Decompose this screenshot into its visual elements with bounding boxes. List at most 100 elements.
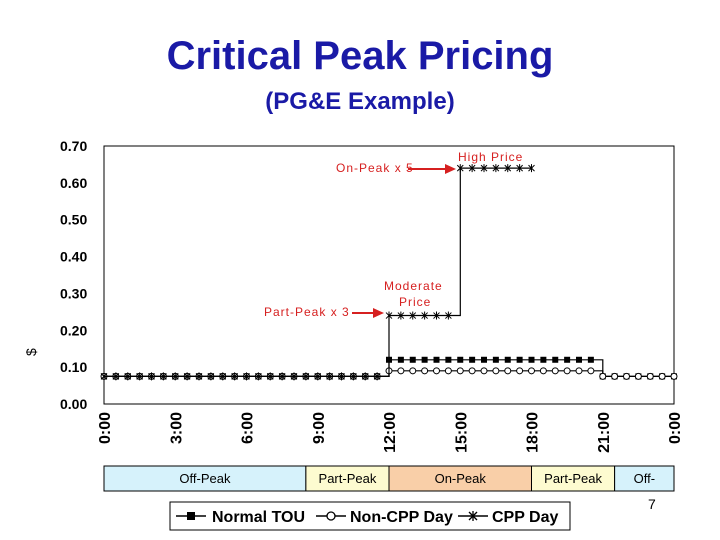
- x-tick-label: 15:00: [453, 412, 470, 453]
- marker-cpp-day: [326, 372, 333, 381]
- period-band: [614, 465, 675, 492]
- period-band: [103, 465, 307, 492]
- marker-cpp-day: [255, 372, 262, 381]
- marker-cpp-day: [290, 372, 298, 381]
- period-band-label: Part-Peak: [319, 471, 377, 486]
- x-tick-label: 6:00: [240, 412, 257, 444]
- marker-non-cpp-day: [421, 367, 429, 375]
- marker-non-cpp-day: [658, 372, 666, 380]
- marker-cpp-day: [338, 372, 345, 381]
- marker-non-cpp-day: [433, 367, 440, 375]
- marker-non-cpp-day: [563, 367, 571, 375]
- y-axis-label: $: [23, 348, 39, 356]
- legend-label-normal-tou: Normal TOU: [212, 509, 305, 526]
- legend-label-non-cpp: Non-CPP Day: [350, 509, 453, 526]
- slide-subtitle: (PG&E Example): [265, 88, 455, 115]
- marker-normal-tou: [481, 356, 487, 363]
- page-number: 7: [648, 496, 656, 512]
- y-tick-label: 0.50: [60, 212, 87, 228]
- marker-normal-tou: [564, 356, 571, 363]
- marker-non-cpp-day: [468, 367, 476, 375]
- arrow-on-peak-head: [445, 164, 456, 174]
- y-tick-label: 0.10: [60, 359, 87, 375]
- x-tick-label: 0:00: [667, 412, 684, 444]
- y-tick-label: 0.40: [60, 249, 87, 265]
- x-tick-label: 18:00: [525, 412, 542, 453]
- legend-marker-cpp: [468, 511, 478, 521]
- marker-normal-tou: [587, 356, 594, 363]
- marker-cpp-day: [278, 372, 286, 381]
- x-axis-ticks: 0:00 3:00 6:00 9:00 12:00 15:00 18:00 21:00 0:00: [97, 412, 684, 453]
- marker-non-cpp-day: [504, 367, 512, 375]
- y-tick-label: 0.30: [60, 285, 87, 301]
- marker-non-cpp-day: [623, 372, 630, 380]
- marker-non-cpp-day: [539, 367, 547, 375]
- marker-non-cpp-day: [575, 367, 583, 375]
- marker-non-cpp-day: [456, 367, 464, 375]
- legend-marker-normal-tou: [187, 512, 195, 520]
- marker-cpp-day: [433, 311, 440, 320]
- marker-cpp-day: [480, 164, 488, 173]
- marker-cpp-day: [504, 164, 512, 173]
- annotation-part-peak: Part-Peak x 3: [264, 305, 350, 319]
- marker-non-cpp-day: [516, 367, 524, 375]
- marker-normal-tou: [409, 356, 416, 363]
- marker-cpp-day: [445, 311, 452, 320]
- period-band-label: Off-Peak: [179, 471, 231, 486]
- period-bands: Off-Peak Part-Peak On-Peak Part-Peak Off-: [103, 465, 675, 492]
- legend-box: [169, 501, 571, 531]
- marker-non-cpp-day: [599, 372, 607, 380]
- x-tick-label: 3:00: [168, 412, 185, 444]
- marker-normal-tou: [528, 356, 535, 363]
- marker-cpp-day: [350, 372, 357, 381]
- period-band-label: Off-: [634, 471, 655, 486]
- period-band: [305, 465, 390, 492]
- marker-normal-tou: [492, 356, 499, 363]
- x-tick-label: 0:00: [97, 412, 114, 444]
- marker-cpp-day: [528, 164, 535, 173]
- y-tick-label: 0.20: [60, 322, 87, 338]
- marker-normal-tou: [397, 356, 404, 363]
- marker-non-cpp-day: [670, 372, 678, 380]
- marker-cpp-day: [314, 372, 322, 381]
- y-axis-ticks: 0.70 0.60 0.50 0.40 0.30 0.20 0.10 0.00: [60, 138, 87, 412]
- marker-cpp-day: [302, 372, 310, 381]
- legend: Normal TOU Non-CPP Day CPP Day: [169, 501, 571, 531]
- marker-cpp-day: [136, 372, 143, 381]
- arrow-part-peak-head: [373, 308, 384, 318]
- marker-cpp-day: [148, 372, 155, 381]
- marker-non-cpp-day: [492, 367, 500, 375]
- marker-normal-tou: [433, 356, 440, 363]
- marker-normal-tou: [421, 356, 428, 363]
- marker-cpp-day: [124, 372, 132, 381]
- x-tick-label: 9:00: [311, 412, 328, 444]
- marker-cpp-day: [492, 164, 500, 173]
- marker-non-cpp-day: [480, 367, 488, 375]
- y-tick-label: 0.60: [60, 175, 87, 191]
- marker-cpp-day: [100, 372, 108, 381]
- marker-normal-tou: [469, 356, 476, 363]
- marker-normal-tou: [445, 356, 452, 363]
- x-tick-label: 21:00: [596, 412, 613, 453]
- marker-non-cpp-day: [646, 372, 654, 380]
- marker-normal-tou: [516, 356, 523, 363]
- marker-cpp-day: [171, 372, 179, 381]
- marker-cpp-day: [243, 372, 250, 381]
- marker-cpp-day: [361, 372, 369, 381]
- y-tick-label: 0.70: [60, 138, 87, 154]
- y-tick-label: 0.00: [60, 396, 87, 412]
- marker-cpp-day: [397, 311, 405, 320]
- marker-cpp-day: [468, 164, 476, 173]
- period-band: [531, 465, 616, 492]
- marker-cpp-day: [516, 164, 523, 173]
- marker-cpp-day: [195, 372, 203, 381]
- marker-normal-tou: [504, 356, 511, 363]
- marker-cpp-day: [112, 372, 120, 381]
- period-band-label: Part-Peak: [544, 471, 602, 486]
- marker-normal-tou: [552, 356, 559, 363]
- marker-non-cpp-day: [397, 367, 405, 375]
- marker-normal-tou: [576, 356, 582, 363]
- marker-cpp-day: [183, 372, 191, 381]
- series-layer: [100, 164, 678, 381]
